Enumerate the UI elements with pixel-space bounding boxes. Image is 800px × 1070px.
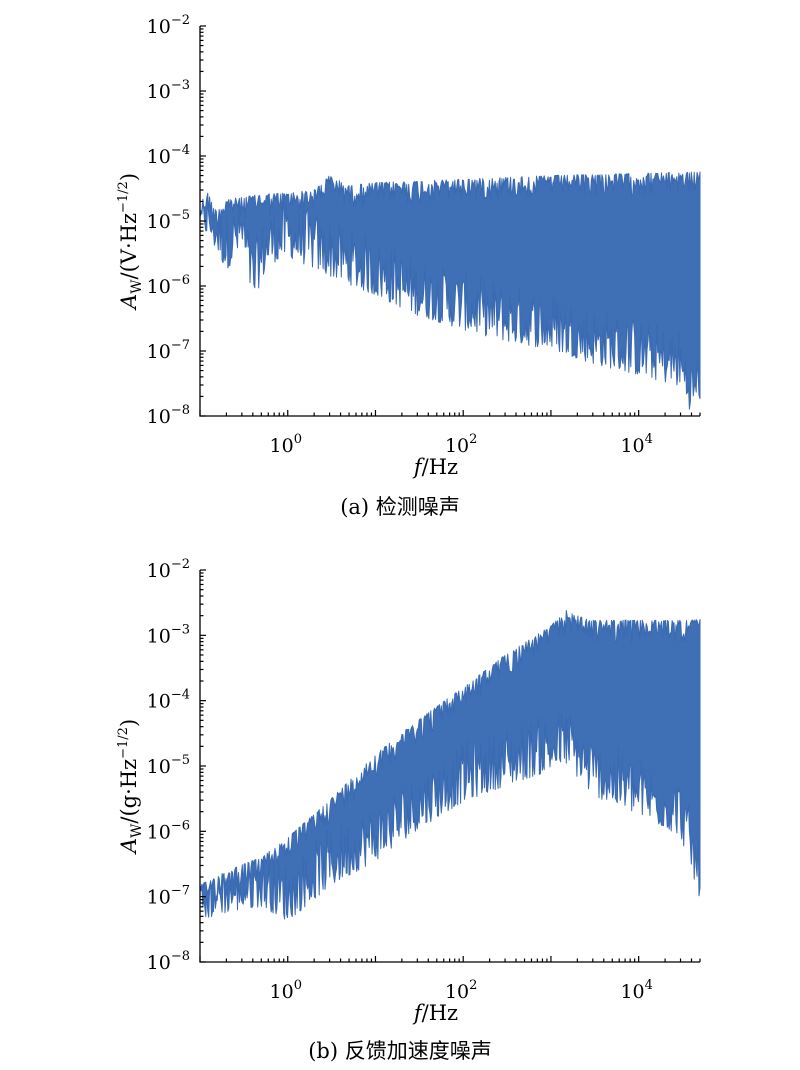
y-tick-label: 10−7	[147, 884, 190, 909]
y-tick-label: 10−4	[147, 688, 190, 713]
y-tick-label: 10−5	[147, 753, 190, 778]
y-tick-label: 10−4	[147, 143, 190, 168]
y-tick-label: 10−7	[147, 338, 190, 363]
x-tick-label: 104	[620, 978, 652, 1003]
chart-panel-a: 10−8 10−7 10−6 10−5 10−4 10−3 10−2 100 102 104 f/H…	[116, 13, 701, 519]
y-axis-label: AW/(g·Hz−1/2)	[116, 719, 145, 855]
y-tick-label: 10−8	[147, 403, 190, 428]
y-axis-label: AW/(V·Hz−1/2)	[116, 173, 145, 311]
x-tick-label: 104	[620, 432, 652, 457]
x-axis-label: f/Hz	[412, 455, 458, 479]
x-axis-label: f/Hz	[412, 1001, 458, 1025]
x-tick-label: 102	[445, 978, 477, 1003]
figure-caption: (b) 反馈加速度噪声	[308, 1039, 492, 1063]
figure-caption: (a) 检测噪声	[340, 495, 460, 519]
y-tick-label: 10−2	[147, 557, 190, 582]
y-tick-label: 10−2	[147, 13, 190, 38]
chart-panel-b: 10−8 10−7 10−6 10−5 10−4 10−3 10−2 100 102 104 f/H…	[116, 557, 701, 1063]
y-tick-label: 10−3	[147, 622, 190, 647]
x-tick-label: 100	[270, 978, 302, 1003]
series-noise-band	[199, 610, 701, 920]
y-tick-label: 10−5	[147, 208, 190, 233]
x-tick-label: 102	[445, 432, 477, 457]
y-tick-label: 10−6	[147, 818, 190, 843]
x-tick-label: 100	[270, 432, 302, 457]
y-tick-label: 10−8	[147, 949, 190, 974]
y-tick-label: 10−3	[147, 78, 190, 103]
y-tick-label: 10−6	[147, 273, 190, 298]
series-noise-band	[199, 171, 701, 410]
